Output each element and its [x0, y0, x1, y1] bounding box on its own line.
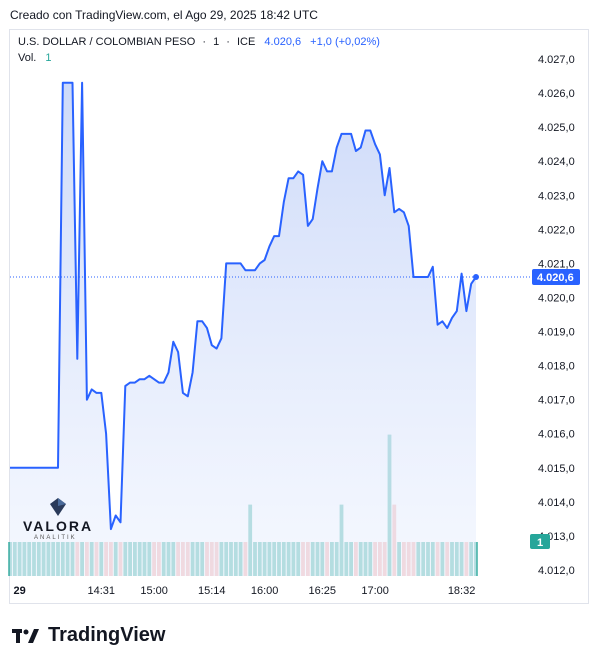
y-tick-label: 4.018,0 — [538, 361, 575, 373]
x-tick-label: 15:14 — [198, 585, 226, 597]
tradingview-footer[interactable]: TradingView — [12, 624, 165, 647]
valora-name: VALORA — [23, 518, 94, 534]
x-tick-label: 18:32 — [448, 585, 476, 597]
y-tick-label: 4.014,0 — [538, 497, 575, 509]
y-tick-label: 4.012,0 — [538, 565, 575, 577]
price-area — [10, 82, 476, 577]
last-price-badge — [532, 269, 580, 286]
price-change: +1,0 (+0,02%) — [310, 36, 380, 48]
y-tick-label: 4.020,0 — [538, 292, 575, 304]
x-tick-label: 15:00 — [140, 585, 168, 597]
x-tick-label: 29 — [13, 585, 25, 597]
y-tick-label: 4.015,0 — [538, 463, 575, 475]
valora-sub: ANALITIK — [34, 535, 77, 541]
volume-label: Vol. — [18, 52, 37, 64]
volume-badge — [530, 534, 550, 549]
price-line — [10, 81, 477, 531]
x-tick-label: 14:31 — [88, 585, 116, 597]
volume-legend: Vol. 1 — [18, 52, 52, 64]
chart-legend: U.S. DOLLAR / COLOMBIAN PESO · 1 · ICE 4… — [18, 36, 380, 48]
tradingview-brand: TradingView — [48, 624, 166, 646]
y-tick-label: 4.022,0 — [538, 224, 575, 236]
symbol-name[interactable]: U.S. DOLLAR / COLOMBIAN PESO — [18, 36, 196, 48]
interval[interactable]: 1 — [213, 36, 220, 48]
exchange: ICE — [237, 36, 256, 48]
y-tick-label: 4.024,0 — [538, 156, 575, 168]
y-tick-label: 4.023,0 — [538, 190, 575, 202]
last-price-badge-text: 4.020,6 — [537, 272, 574, 284]
y-tick-label: 4.019,0 — [538, 327, 575, 339]
y-tick-label: 4.025,0 — [538, 122, 575, 134]
x-tick-label: 16:25 — [309, 585, 337, 597]
created-caption: Creado con TradingView.com, el Ago 29, 2… — [10, 8, 318, 22]
y-tick-label: 4.027,0 — [538, 54, 575, 66]
x-tick-label: 16:00 — [251, 585, 279, 597]
tradingview-logo-icon — [12, 628, 39, 643]
y-tick-label: 4.016,0 — [538, 429, 575, 441]
x-tick-label: 17:00 — [361, 585, 389, 597]
volume-badge-text: 1 — [537, 537, 543, 549]
last-price-dot — [473, 274, 479, 281]
volume-value: 1 — [45, 52, 52, 64]
y-tick-label: 4.017,0 — [538, 395, 575, 407]
valora-watermark: VALORA ANALITIK — [20, 494, 100, 544]
chart-frame — [9, 29, 589, 604]
last-price: 4.020,6 — [264, 36, 302, 48]
y-tick-label: 4.026,0 — [538, 88, 575, 100]
y-tick-label: 4.021,0 — [538, 258, 575, 270]
valora-logo-icon — [50, 498, 66, 516]
